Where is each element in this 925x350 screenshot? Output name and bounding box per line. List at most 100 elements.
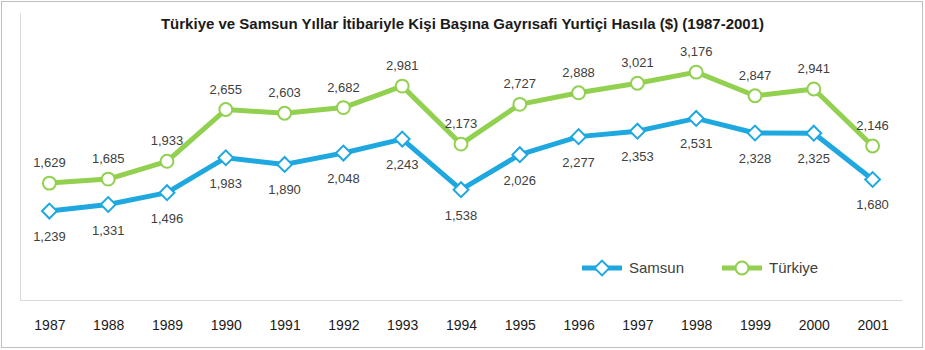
legend-label: Samsun <box>629 259 684 276</box>
data-label: 2,328 <box>739 151 772 166</box>
series-marker <box>748 126 763 141</box>
data-label: 2,048 <box>327 171 360 186</box>
series-marker <box>630 124 645 139</box>
series-marker <box>866 140 879 153</box>
data-label: 1,239 <box>33 229 66 244</box>
x-tick: 1989 <box>152 317 183 333</box>
series-line <box>49 118 872 211</box>
data-label: 1,331 <box>92 223 125 238</box>
data-label: 1,933 <box>151 133 184 148</box>
x-tick: 2000 <box>799 317 830 333</box>
x-tick-label: 1998 <box>681 317 712 333</box>
series-marker <box>336 146 351 161</box>
x-tick: 1992 <box>328 317 359 333</box>
data-label: 2,243 <box>386 157 419 172</box>
legend-item: Türkiye <box>722 259 818 276</box>
series-marker <box>455 138 468 151</box>
x-tick-label: 2001 <box>858 317 889 333</box>
chart: Türkiye ve Samsun Yıllar İtibariyle Kişi… <box>0 0 925 350</box>
x-tick-label: 1999 <box>740 317 771 333</box>
x-axis: 1987 1988 1989 1990 1991 1992 1993 1994 1995 1996… <box>21 301 903 333</box>
legend-marker <box>736 262 749 275</box>
data-label: 1,685 <box>92 151 125 166</box>
frame <box>2 2 923 348</box>
series-marker <box>631 77 644 90</box>
series-marker <box>277 157 292 172</box>
series-marker <box>218 150 233 165</box>
legend: Samsun Türkiye <box>582 259 818 276</box>
y-axis-line <box>20 14 21 301</box>
series-marker <box>337 101 350 114</box>
data-label: 2,531 <box>680 136 713 151</box>
data-label: 2,277 <box>562 155 595 170</box>
data-label: 2,603 <box>268 85 301 100</box>
data-label: 2,888 <box>562 65 595 80</box>
legend-item: Samsun <box>582 259 684 276</box>
series-marker <box>278 107 291 120</box>
data-label: 1,496 <box>151 211 184 226</box>
x-tick-label: 1993 <box>387 317 418 333</box>
data-label: 2,026 <box>504 173 537 188</box>
data-label: 2,847 <box>739 68 772 83</box>
series-line <box>49 72 872 183</box>
x-tick: 1994 <box>446 317 477 333</box>
y-axis <box>20 14 21 301</box>
plot-area <box>42 66 880 219</box>
series-marker <box>395 132 410 147</box>
x-axis-line <box>21 300 903 301</box>
data-label: 2,173 <box>445 116 478 131</box>
series-marker <box>689 111 704 126</box>
series-marker <box>690 66 703 79</box>
data-label: 2,325 <box>798 151 831 166</box>
data-label: 2,353 <box>621 149 654 164</box>
series-marker <box>219 103 232 116</box>
x-tick: 1999 <box>740 317 771 333</box>
series-marker <box>102 173 115 186</box>
x-tick: 1990 <box>211 317 242 333</box>
x-tick: 1991 <box>270 317 301 333</box>
series-marker <box>572 86 585 99</box>
series-marker <box>865 172 880 187</box>
series-marker <box>571 129 586 144</box>
series-marker <box>454 182 469 197</box>
data-label: 2,727 <box>504 76 537 91</box>
data-label: 2,655 <box>210 82 243 97</box>
data-label: 3,176 <box>680 44 713 59</box>
series-marker <box>806 126 821 141</box>
x-tick-label: 1992 <box>328 317 359 333</box>
x-tick: 1987 <box>34 317 65 333</box>
title: Türkiye ve Samsun Yıllar İtibariyle Kişi… <box>161 15 764 32</box>
series-marker <box>43 177 56 190</box>
data-label: 3,021 <box>621 55 654 70</box>
series-marker <box>749 89 762 102</box>
x-tick-label: 1996 <box>564 317 595 333</box>
x-tick: 1998 <box>681 317 712 333</box>
x-tick: 1988 <box>93 317 124 333</box>
x-tick-label: 1995 <box>505 317 536 333</box>
x-tick-label: 1987 <box>34 317 65 333</box>
x-tick-label: 1990 <box>211 317 242 333</box>
data-label: 1,890 <box>268 182 301 197</box>
x-tick: 1997 <box>622 317 653 333</box>
x-tick-label: 1988 <box>93 317 124 333</box>
x-tick-label: 1991 <box>270 317 301 333</box>
legend-label: Türkiye <box>769 259 818 276</box>
data-label: 1,538 <box>445 208 478 223</box>
x-tick: 1995 <box>505 317 536 333</box>
x-tick-label: 1989 <box>152 317 183 333</box>
data-label: 2,682 <box>327 80 360 95</box>
x-tick-label: 1994 <box>446 317 477 333</box>
series-marker <box>396 80 409 93</box>
series-marker <box>807 83 820 96</box>
x-tick-label: 2000 <box>799 317 830 333</box>
data-label: 2,981 <box>386 58 419 73</box>
data-label: 1,629 <box>33 155 66 170</box>
series-marker <box>513 98 526 111</box>
x-tick: 1993 <box>387 317 418 333</box>
series-marker <box>101 197 116 212</box>
x-tick: 2001 <box>858 317 889 333</box>
data-label: 1,680 <box>856 197 889 212</box>
x-tick-label: 1997 <box>622 317 653 333</box>
series-marker <box>161 155 174 168</box>
series-marker <box>42 204 57 219</box>
